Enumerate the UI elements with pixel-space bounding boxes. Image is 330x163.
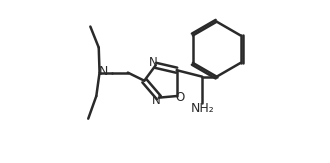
Text: N: N <box>149 56 158 69</box>
Text: N: N <box>98 65 108 78</box>
Text: O: O <box>176 91 185 104</box>
Text: N: N <box>151 94 160 107</box>
Text: NH₂: NH₂ <box>191 103 214 115</box>
